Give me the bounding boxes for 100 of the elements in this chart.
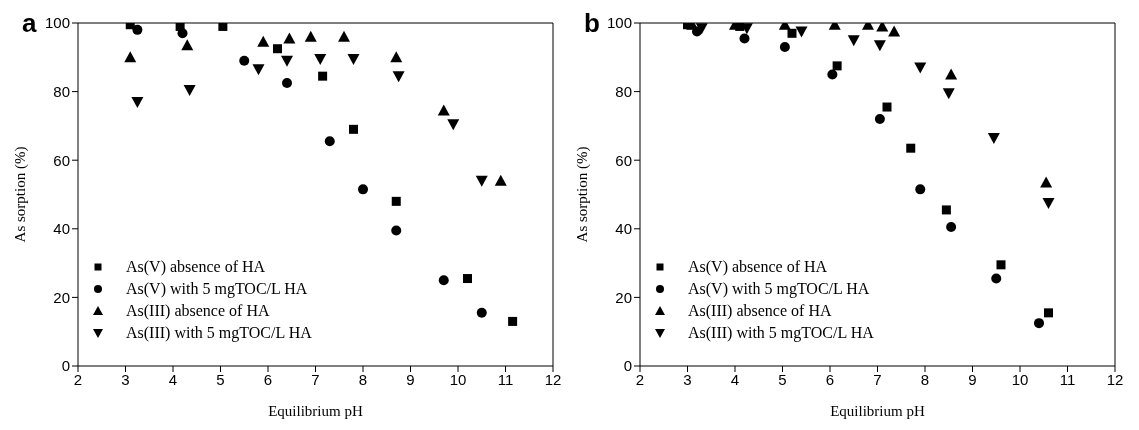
point bbox=[463, 274, 472, 284]
y-axis-title: As sorption (%) bbox=[12, 146, 30, 243]
y-tick-label: 60 bbox=[615, 151, 632, 169]
point bbox=[338, 30, 350, 42]
x-tick-label: 10 bbox=[449, 370, 467, 388]
legend-label: As(III) absence of HA bbox=[126, 302, 270, 320]
x-tick-label: 5 bbox=[778, 370, 787, 388]
point bbox=[941, 205, 951, 215]
point bbox=[832, 61, 842, 71]
point bbox=[795, 26, 808, 38]
point bbox=[304, 30, 317, 42]
y-tick-label: 80 bbox=[615, 82, 632, 100]
x-tick-label: 9 bbox=[968, 370, 977, 388]
point bbox=[946, 222, 957, 233]
point bbox=[318, 71, 328, 81]
point bbox=[1034, 318, 1044, 329]
y-tick-label: 100 bbox=[606, 14, 632, 32]
point bbox=[239, 55, 250, 66]
point bbox=[882, 102, 892, 112]
point bbox=[349, 124, 358, 134]
x-tick-label: 9 bbox=[406, 370, 415, 388]
point bbox=[177, 28, 188, 39]
point bbox=[475, 175, 488, 187]
point bbox=[132, 24, 143, 35]
x-axis-title: Equilibrium pH bbox=[830, 403, 925, 419]
chart-title: a bbox=[22, 8, 37, 39]
point bbox=[1040, 176, 1053, 188]
legend-label: As(V) absence of HA bbox=[126, 258, 266, 276]
x-tick-label: 5 bbox=[216, 370, 225, 388]
y-tick-label: 0 bbox=[623, 357, 632, 375]
point bbox=[392, 71, 405, 83]
point bbox=[873, 40, 886, 52]
point bbox=[874, 114, 885, 125]
x-tick-label: 7 bbox=[311, 370, 320, 388]
point bbox=[181, 39, 194, 51]
point bbox=[347, 54, 360, 66]
point bbox=[915, 184, 926, 195]
point bbox=[438, 275, 449, 286]
point bbox=[494, 174, 507, 186]
point bbox=[282, 78, 292, 89]
point bbox=[183, 84, 196, 96]
point bbox=[273, 44, 282, 54]
point bbox=[218, 23, 228, 31]
point bbox=[508, 316, 518, 326]
x-tick-label: 12 bbox=[544, 370, 562, 388]
y-tick-label: 20 bbox=[615, 288, 632, 306]
point bbox=[914, 62, 927, 74]
legend-label: As(V) with 5 mgTOC/L HA bbox=[688, 280, 870, 298]
point bbox=[324, 136, 335, 147]
point bbox=[779, 42, 790, 53]
legend-label: As(V) with 5 mgTOC/L HA bbox=[126, 280, 308, 298]
x-axis-title: Equilibrium pH bbox=[268, 403, 363, 419]
point bbox=[358, 184, 368, 195]
x-tick-label: 2 bbox=[73, 370, 83, 388]
legend-label: As(III) with 5 mgTOC/L HA bbox=[688, 324, 874, 342]
point bbox=[314, 54, 327, 66]
y-tick-label: 80 bbox=[53, 82, 70, 100]
y-tick-label: 40 bbox=[53, 220, 70, 238]
point bbox=[827, 69, 838, 80]
x-tick-label: 2 bbox=[635, 370, 645, 388]
point bbox=[787, 28, 797, 38]
legend-label: As(V) absence of HA bbox=[688, 258, 828, 276]
point bbox=[1042, 198, 1055, 210]
point bbox=[391, 225, 402, 236]
point bbox=[124, 51, 137, 63]
point bbox=[1044, 308, 1053, 318]
point bbox=[447, 119, 460, 131]
point bbox=[437, 104, 450, 116]
x-tick-label: 4 bbox=[730, 370, 740, 388]
point bbox=[996, 260, 1006, 270]
y-tick-label: 20 bbox=[53, 288, 70, 306]
point bbox=[257, 35, 270, 47]
x-tick-label: 8 bbox=[358, 370, 368, 388]
point bbox=[906, 143, 916, 153]
point bbox=[281, 55, 293, 67]
x-tick-label: 3 bbox=[121, 370, 130, 388]
x-tick-label: 11 bbox=[1059, 370, 1076, 388]
y-tick-label: 100 bbox=[44, 14, 70, 32]
x-tick-label: 6 bbox=[825, 370, 835, 388]
x-tick-label: 7 bbox=[873, 370, 882, 388]
legend-label: As(III) absence of HA bbox=[688, 302, 832, 320]
point bbox=[252, 64, 265, 76]
point bbox=[131, 96, 144, 108]
point bbox=[942, 88, 955, 100]
point bbox=[739, 33, 750, 44]
chart-title: b bbox=[584, 8, 600, 39]
x-tick-label: 11 bbox=[497, 370, 514, 388]
x-tick-label: 4 bbox=[168, 370, 178, 388]
point bbox=[987, 132, 1000, 144]
y-tick-label: 40 bbox=[615, 220, 632, 238]
point bbox=[390, 51, 403, 63]
y-axis-title: As sorption (%) bbox=[574, 146, 592, 243]
x-tick-label: 10 bbox=[1011, 370, 1029, 388]
point bbox=[283, 32, 296, 44]
point bbox=[695, 23, 708, 35]
legend-label: As(III) with 5 mgTOC/L HA bbox=[126, 324, 312, 342]
x-tick-label: 3 bbox=[683, 370, 692, 388]
point bbox=[476, 307, 487, 318]
x-tick-label: 8 bbox=[920, 370, 930, 388]
x-tick-label: 12 bbox=[1106, 370, 1124, 388]
